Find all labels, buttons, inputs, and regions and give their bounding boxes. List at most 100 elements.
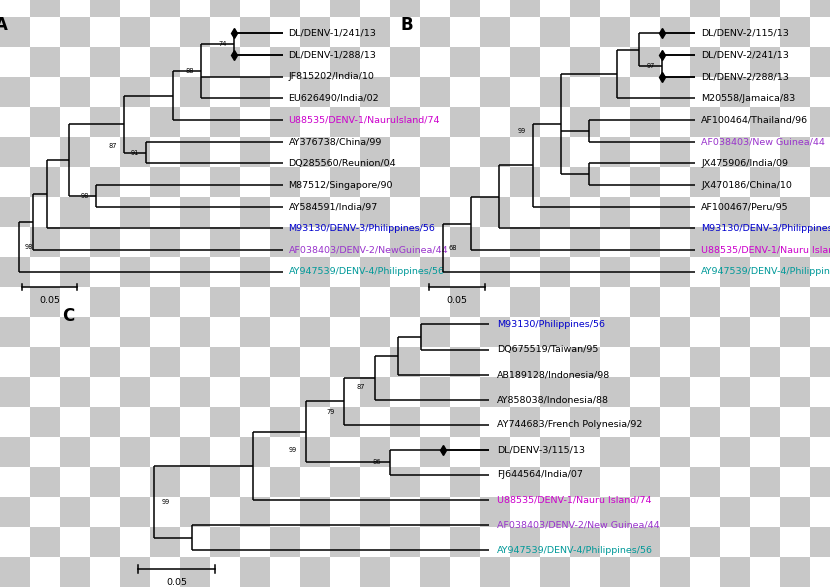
Bar bbox=[60, 257, 90, 287]
Text: M93130/DENV-3/Philippines/56: M93130/DENV-3/Philippines/56 bbox=[289, 224, 436, 233]
Bar bbox=[300, 377, 330, 407]
Text: 0.05: 0.05 bbox=[39, 296, 60, 305]
Bar bbox=[810, 407, 830, 437]
Bar bbox=[330, 407, 360, 437]
Text: 88: 88 bbox=[185, 68, 193, 75]
Bar bbox=[120, 77, 150, 107]
Bar bbox=[360, 317, 390, 347]
Bar bbox=[210, 467, 240, 497]
Bar bbox=[570, 167, 600, 197]
Text: M20558/Jamaica/83: M20558/Jamaica/83 bbox=[701, 94, 795, 103]
Bar bbox=[720, 317, 750, 347]
Bar bbox=[510, 167, 540, 197]
Bar bbox=[300, 137, 330, 167]
Bar bbox=[390, 107, 420, 137]
Bar bbox=[540, 377, 570, 407]
Bar bbox=[180, 437, 210, 467]
Bar bbox=[660, 77, 690, 107]
Bar bbox=[720, 557, 750, 587]
Bar bbox=[270, 227, 300, 257]
Text: DL/DENV-2/288/13: DL/DENV-2/288/13 bbox=[701, 72, 789, 81]
Text: M93130/Philippines/56: M93130/Philippines/56 bbox=[497, 320, 605, 329]
Bar bbox=[480, 377, 510, 407]
Bar bbox=[0, 497, 30, 527]
Bar bbox=[480, 17, 510, 47]
Bar bbox=[690, 107, 720, 137]
Bar bbox=[90, 527, 120, 557]
Bar bbox=[810, 287, 830, 317]
Bar bbox=[0, 197, 30, 227]
Bar bbox=[300, 317, 330, 347]
Bar bbox=[450, 107, 480, 137]
Bar bbox=[300, 557, 330, 587]
Bar bbox=[0, 257, 30, 287]
Bar bbox=[540, 497, 570, 527]
Text: AY947539/DENV-4/Philippines/56: AY947539/DENV-4/Philippines/56 bbox=[289, 267, 445, 276]
Bar bbox=[450, 527, 480, 557]
Bar bbox=[750, 107, 780, 137]
Bar bbox=[210, 47, 240, 77]
Bar bbox=[60, 377, 90, 407]
Bar bbox=[150, 527, 180, 557]
Bar bbox=[180, 77, 210, 107]
Bar bbox=[240, 197, 270, 227]
Bar bbox=[480, 77, 510, 107]
Bar bbox=[30, 0, 60, 17]
Bar bbox=[90, 167, 120, 197]
Bar bbox=[660, 317, 690, 347]
Bar bbox=[600, 437, 630, 467]
Bar bbox=[510, 227, 540, 257]
Bar bbox=[720, 197, 750, 227]
Bar bbox=[570, 527, 600, 557]
Bar bbox=[180, 137, 210, 167]
Bar bbox=[210, 107, 240, 137]
Bar bbox=[30, 287, 60, 317]
Bar bbox=[780, 377, 810, 407]
Bar bbox=[420, 197, 450, 227]
Bar bbox=[210, 167, 240, 197]
Bar bbox=[120, 137, 150, 167]
Bar bbox=[780, 137, 810, 167]
Bar bbox=[420, 137, 450, 167]
Bar bbox=[0, 557, 30, 587]
Bar bbox=[750, 167, 780, 197]
Bar bbox=[540, 557, 570, 587]
Text: 98: 98 bbox=[25, 244, 33, 250]
Bar bbox=[210, 227, 240, 257]
Bar bbox=[600, 377, 630, 407]
Bar bbox=[780, 437, 810, 467]
Bar bbox=[360, 137, 390, 167]
Bar bbox=[300, 437, 330, 467]
Bar bbox=[570, 47, 600, 77]
Bar bbox=[120, 17, 150, 47]
Bar bbox=[690, 0, 720, 17]
Bar bbox=[360, 497, 390, 527]
Bar bbox=[750, 287, 780, 317]
Bar bbox=[390, 47, 420, 77]
Bar bbox=[30, 47, 60, 77]
Bar bbox=[780, 497, 810, 527]
Bar bbox=[240, 557, 270, 587]
Bar bbox=[270, 527, 300, 557]
Bar bbox=[300, 77, 330, 107]
Bar bbox=[600, 557, 630, 587]
Bar bbox=[270, 167, 300, 197]
Bar bbox=[420, 437, 450, 467]
Bar bbox=[30, 527, 60, 557]
Bar bbox=[330, 467, 360, 497]
Text: 68: 68 bbox=[449, 245, 457, 251]
Bar bbox=[390, 167, 420, 197]
Text: 91: 91 bbox=[130, 150, 139, 156]
Text: M87512/Singapore/90: M87512/Singapore/90 bbox=[289, 181, 393, 190]
Bar bbox=[150, 107, 180, 137]
Bar bbox=[300, 257, 330, 287]
Bar bbox=[480, 197, 510, 227]
Bar bbox=[570, 287, 600, 317]
Text: DL/DENV-2/115/13: DL/DENV-2/115/13 bbox=[701, 29, 789, 38]
Bar bbox=[810, 107, 830, 137]
Bar bbox=[720, 497, 750, 527]
Bar bbox=[120, 437, 150, 467]
Bar bbox=[810, 467, 830, 497]
Bar bbox=[630, 107, 660, 137]
Bar bbox=[540, 137, 570, 167]
